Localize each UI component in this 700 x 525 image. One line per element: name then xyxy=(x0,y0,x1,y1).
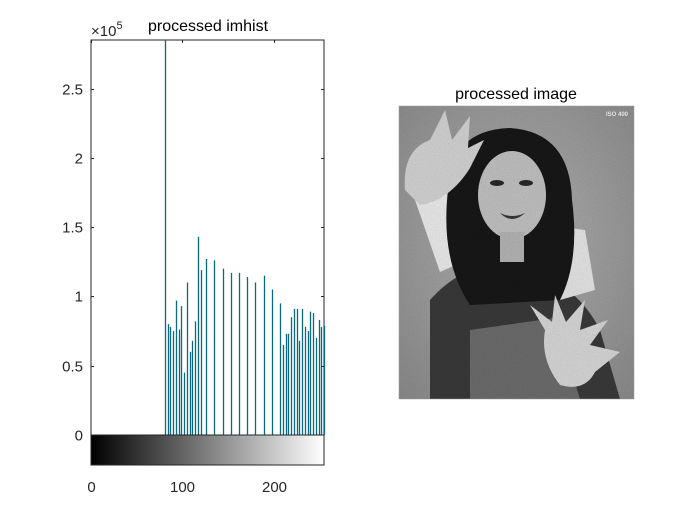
x-tick-label: 0 xyxy=(87,479,95,496)
histogram-plot-area xyxy=(90,39,325,436)
processed-image: ISO 400 xyxy=(399,106,634,399)
histogram-title: processed imhist xyxy=(148,18,269,35)
grayscale-colorbar xyxy=(90,434,325,466)
y-exponent-label: ×105 xyxy=(91,20,123,40)
processed-image-panel: processed image ISO 400 xyxy=(398,86,635,400)
y-tick-label: 0 xyxy=(75,428,83,445)
histogram-chart: 0 0.5 1 1.5 2 2.5 0 100 200 ×105 processed imhi… xyxy=(62,18,326,496)
histogram-stems xyxy=(164,40,326,435)
y-tick-label: 2.5 xyxy=(62,82,83,99)
image-border xyxy=(398,105,635,400)
y-tick-label: 2 xyxy=(75,151,83,168)
x-tick-label: 100 xyxy=(170,479,195,496)
y-axis-ticks: 0 0.5 1 1.5 2 2.5 xyxy=(62,82,324,445)
y-tick-label: 1.5 xyxy=(62,220,83,237)
x-axis-ticks: 0 100 200 xyxy=(87,40,287,496)
image-title: processed image xyxy=(455,86,577,103)
y-tick-label: 1 xyxy=(75,289,83,306)
y-tick-label: 0.5 xyxy=(62,359,83,376)
x-tick-label: 200 xyxy=(262,479,287,496)
image-corner-label: ISO 400 xyxy=(606,112,629,118)
